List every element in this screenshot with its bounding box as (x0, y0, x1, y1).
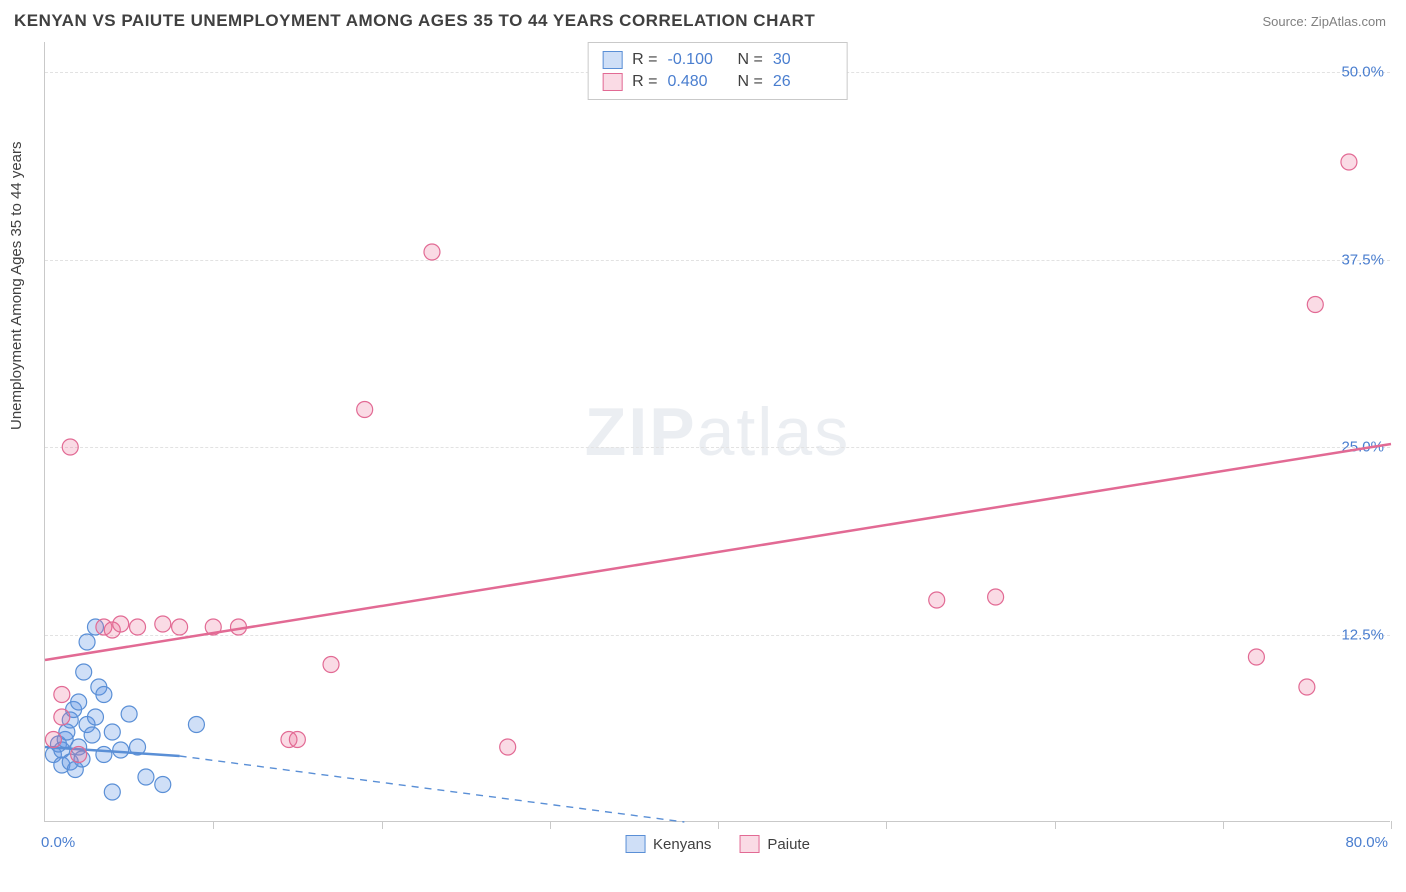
data-point (121, 706, 137, 722)
data-point (357, 402, 373, 418)
n-label: N = (738, 51, 763, 69)
legend-item: Paiute (739, 835, 810, 853)
data-point (54, 709, 70, 725)
data-point (96, 687, 112, 703)
series-swatch (602, 73, 622, 91)
n-value: 30 (773, 51, 833, 69)
r-label: R = (632, 73, 657, 91)
data-point (289, 732, 305, 748)
x-axis-origin-label: 0.0% (41, 834, 75, 851)
correlation-row: R = 0.480 N = 26 (602, 71, 833, 93)
x-tick (1391, 821, 1392, 829)
data-point (54, 687, 70, 703)
data-point (113, 742, 129, 758)
bottom-legend: Kenyans Paiute (625, 835, 810, 853)
data-point (104, 784, 120, 800)
data-point (323, 657, 339, 673)
data-point (1248, 649, 1264, 665)
source-attribution: Source: ZipAtlas.com (1262, 14, 1386, 29)
data-point (1299, 679, 1315, 695)
data-point (84, 727, 100, 743)
data-point (1307, 297, 1323, 313)
data-point (96, 747, 112, 763)
data-point (71, 747, 87, 763)
data-point (62, 439, 78, 455)
data-point (424, 244, 440, 260)
n-value: 26 (773, 73, 833, 91)
data-point (1341, 154, 1357, 170)
data-point (45, 732, 61, 748)
x-tick (1223, 821, 1224, 829)
data-point (113, 616, 129, 632)
data-point (76, 664, 92, 680)
legend-label: Paiute (767, 836, 810, 853)
data-point (188, 717, 204, 733)
y-axis-label: Unemployment Among Ages 35 to 44 years (8, 141, 25, 430)
correlation-stats-box: R = -0.100 N = 30 R = 0.480 N = 26 (587, 42, 848, 100)
x-axis-max-label: 80.0% (1345, 834, 1388, 851)
n-label: N = (738, 73, 763, 91)
data-point (172, 619, 188, 635)
x-tick (213, 821, 214, 829)
data-point (155, 777, 171, 793)
x-tick (550, 821, 551, 829)
chart-plot-area: ZIPatlas 12.5%25.0%37.5%50.0% R =-0.100N… (44, 42, 1390, 822)
correlation-row: R = -0.100 N = 30 (602, 49, 833, 71)
trend-line (45, 444, 1391, 660)
chart-title: KENYAN VS PAIUTE UNEMPLOYMENT AMONG AGES… (14, 11, 815, 31)
r-value: 0.480 (668, 73, 728, 91)
chart-header: KENYAN VS PAIUTE UNEMPLOYMENT AMONG AGES… (0, 0, 1406, 42)
r-label: R = (632, 51, 657, 69)
data-point (130, 619, 146, 635)
trend-line-dashed (180, 756, 685, 822)
data-point (71, 694, 87, 710)
series-swatch (602, 51, 622, 69)
legend-swatch (625, 835, 645, 853)
x-tick (886, 821, 887, 829)
legend-swatch (739, 835, 759, 853)
data-point (929, 592, 945, 608)
data-point (500, 739, 516, 755)
data-point (988, 589, 1004, 605)
data-point (155, 616, 171, 632)
data-point (87, 709, 103, 725)
legend-item: Kenyans (625, 835, 711, 853)
data-point (138, 769, 154, 785)
x-tick (1055, 821, 1056, 829)
r-value: -0.100 (668, 51, 728, 69)
x-tick (718, 821, 719, 829)
scatter-svg (45, 42, 1390, 821)
data-point (104, 724, 120, 740)
x-tick (382, 821, 383, 829)
data-point (79, 634, 95, 650)
legend-label: Kenyans (653, 836, 711, 853)
